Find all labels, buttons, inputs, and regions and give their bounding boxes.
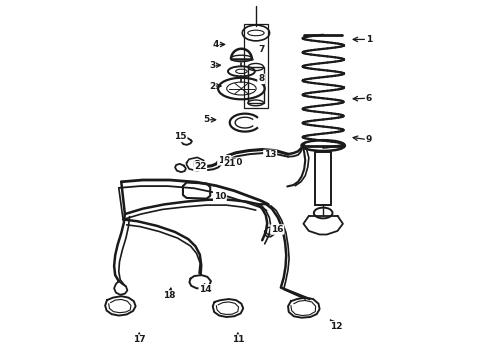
Text: 6: 6 xyxy=(366,94,372,103)
Text: 12: 12 xyxy=(330,322,343,331)
Bar xyxy=(245,24,268,108)
Text: 5: 5 xyxy=(203,115,209,124)
Bar xyxy=(248,67,264,103)
Text: 17: 17 xyxy=(133,335,146,344)
Text: 13: 13 xyxy=(264,150,276,159)
Bar xyxy=(315,152,331,205)
Text: 3: 3 xyxy=(209,61,215,70)
Text: 4: 4 xyxy=(212,40,219,49)
Text: 22: 22 xyxy=(194,162,206,171)
Text: 16: 16 xyxy=(271,225,284,234)
Text: 18: 18 xyxy=(164,291,176,300)
Text: 19: 19 xyxy=(218,156,230,165)
Text: 9: 9 xyxy=(366,135,372,144)
Text: 15: 15 xyxy=(174,132,187,141)
Text: 20: 20 xyxy=(230,158,242,167)
Text: 2: 2 xyxy=(209,82,215,91)
Text: 10: 10 xyxy=(214,192,226,201)
Text: 14: 14 xyxy=(199,285,212,294)
Text: 11: 11 xyxy=(232,335,244,344)
Text: 21: 21 xyxy=(224,159,236,168)
Text: 8: 8 xyxy=(258,75,264,84)
Text: 1: 1 xyxy=(366,35,372,44)
Text: 7: 7 xyxy=(258,45,264,54)
